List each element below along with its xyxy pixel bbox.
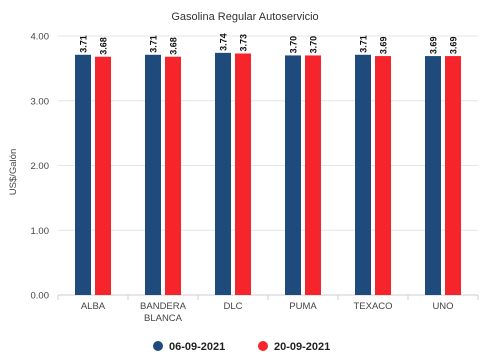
data-label: 3.70 (289, 36, 299, 54)
bar (355, 54, 371, 296)
y-tick-label: 3.00 (31, 96, 50, 107)
data-label: 3.68 (169, 37, 179, 55)
data-label: 3.68 (99, 37, 109, 55)
data-label: 3.69 (379, 37, 389, 55)
legend-label: 20-09-2021 (274, 341, 330, 352)
bar (235, 53, 251, 295)
x-tick-label: UNO (432, 301, 453, 312)
data-label: 3.69 (449, 37, 459, 55)
data-label: 3.71 (359, 35, 369, 53)
legend-marker (258, 341, 268, 351)
y-tick-label: 1.00 (31, 226, 50, 237)
bar (145, 54, 161, 296)
data-label: 3.73 (239, 34, 249, 52)
y-axis-ticks: 0.00 1.00 2.00 3.00 4.00 (31, 32, 50, 302)
data-label: 3.74 (219, 33, 229, 51)
chart-title: Gasolina Regular Autoservicio (171, 11, 318, 23)
y-axis-label: US$/Galón (8, 149, 19, 195)
x-axis-ticks: ALBA BANDERA BLANCA DLC PUMA TEXACO UNO (57, 295, 479, 324)
x-tick-label: BANDERA BLANCA (140, 301, 187, 324)
legend-item[interactable]: 20-09-2021 (258, 341, 330, 352)
bar (285, 55, 301, 295)
bar (215, 52, 231, 296)
x-tick-label: TEXACO (353, 301, 392, 312)
y-tick-label: 2.00 (31, 161, 50, 172)
bar (95, 56, 111, 295)
legend-label: 06-09-2021 (169, 341, 225, 352)
bar (425, 56, 441, 296)
bars: 3.71 3.68 3.71 3.68 3.74 3.73 3.70 3.70 3.71 3.69… (75, 33, 461, 296)
x-tick-label: ALBA (81, 301, 106, 312)
bar (445, 56, 461, 296)
bar (305, 55, 321, 295)
bar (75, 54, 91, 296)
legend-marker (153, 341, 163, 351)
data-label: 3.70 (309, 36, 319, 54)
y-tick-label: 4.00 (31, 32, 50, 43)
bar (375, 56, 391, 296)
x-tick-label: DLC (223, 301, 242, 312)
x-tick-label: PUMA (289, 301, 317, 312)
data-label: 3.71 (149, 35, 159, 53)
data-label: 3.71 (79, 35, 89, 53)
y-tick-label: 0.00 (31, 291, 50, 302)
gridlines (58, 35, 478, 296)
bar (165, 56, 181, 295)
data-label: 3.69 (429, 37, 439, 55)
legend[interactable]: 06-09-2021 20-09-2021 (153, 341, 330, 352)
legend-item[interactable]: 06-09-2021 (153, 341, 225, 352)
